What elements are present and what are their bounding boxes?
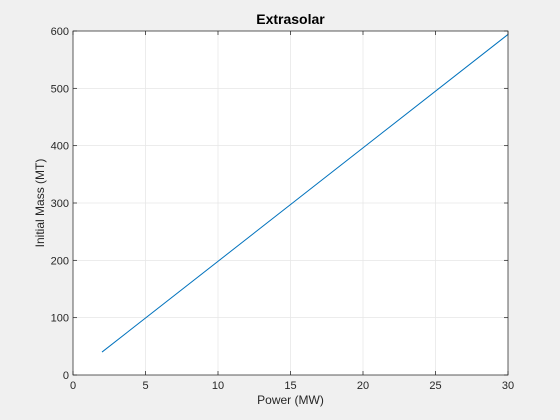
x-tick-label: 0 (70, 380, 76, 392)
grid-lines (73, 31, 508, 375)
x-tick-label: 25 (429, 380, 441, 392)
series-line (101, 34, 509, 353)
x-tick-label: 15 (284, 380, 296, 392)
x-axis-label: Power (MW) (257, 393, 324, 407)
y-tick-label: 0 (63, 370, 69, 382)
x-tick-label: 10 (212, 380, 224, 392)
y-tick-label: 500 (51, 83, 69, 95)
chart-title: Extrasolar (256, 11, 325, 27)
x-tick-label: 5 (142, 380, 148, 392)
series-layer (101, 34, 509, 353)
y-axis-label: Initial Mass (MT) (33, 159, 47, 248)
y-tick-label: 200 (51, 255, 69, 267)
y-tick-label: 600 (51, 26, 69, 38)
x-tick-label: 20 (357, 380, 369, 392)
y-tick-label: 300 (51, 198, 69, 210)
x-tick-label: 30 (502, 380, 514, 392)
y-tick-label: 400 (51, 141, 69, 153)
y-tick-label: 100 (51, 313, 69, 325)
